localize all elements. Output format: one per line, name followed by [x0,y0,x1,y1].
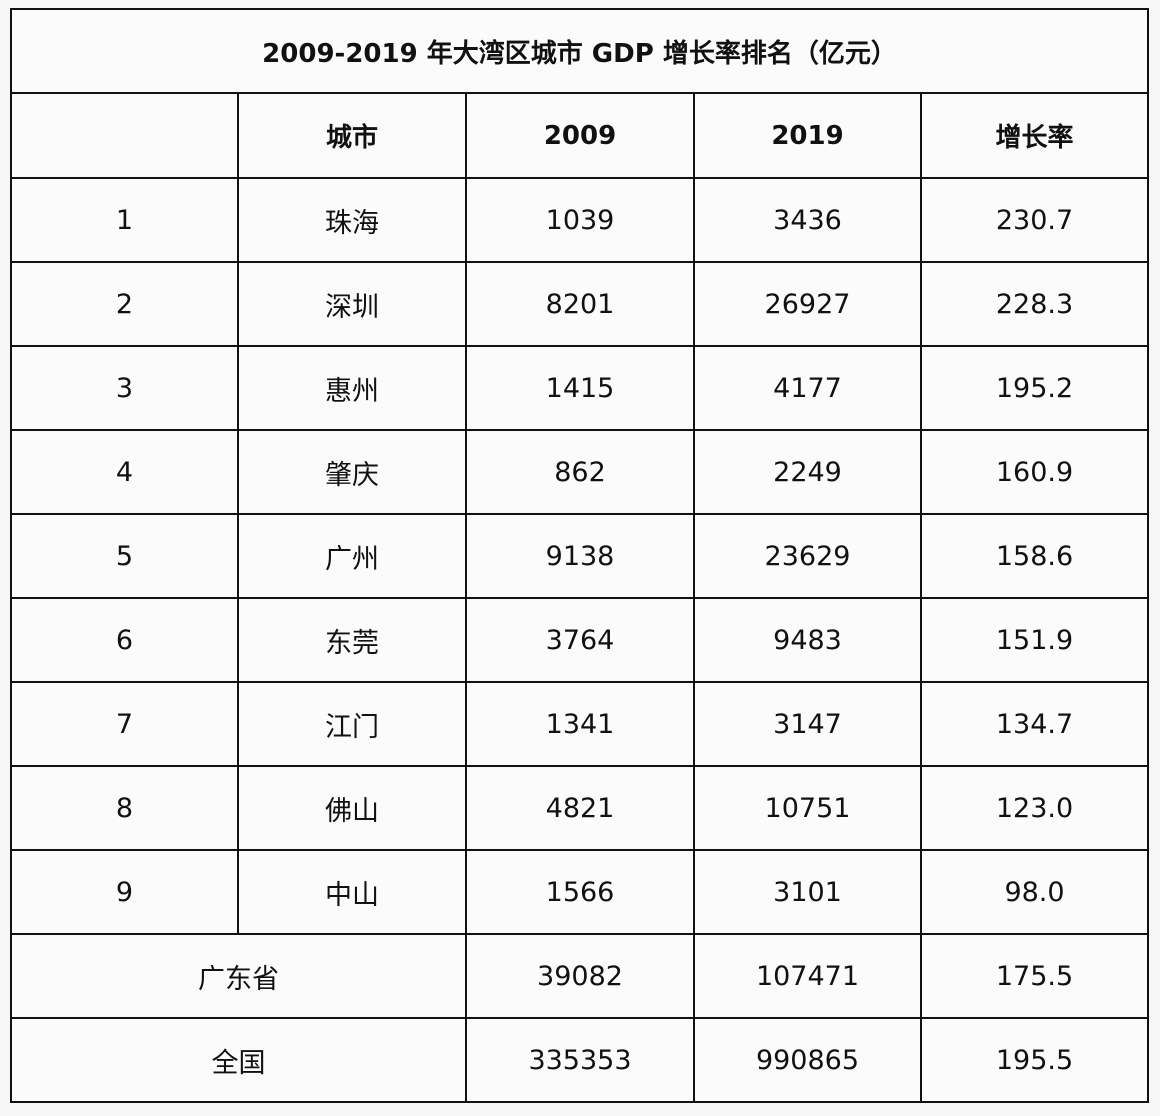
header-2009: 2009 [465,92,695,179]
gdp-2019-cell: 2249 [693,429,922,515]
gdp-2019-cell: 10751 [693,765,922,851]
city-cell: 肇庆 [237,429,467,515]
growth-cell: 98.0 [920,849,1149,935]
gdp-2019-cell: 3147 [693,681,922,767]
city-cell: 惠州 [237,345,467,431]
gdp-2019-cell: 26927 [693,261,922,347]
rank-cell: 4 [10,429,239,515]
gdp-2019-cell: 990865 [693,1017,922,1103]
summary-label: 全国 [10,1017,467,1103]
gdp-2009-cell: 8201 [465,261,695,347]
gdp-2009-cell: 4821 [465,765,695,851]
gdp-2009-cell: 3764 [465,597,695,683]
city-cell: 江门 [237,681,467,767]
summary-row-national: 全国 335353 990865 195.5 [10,1017,1149,1103]
growth-cell: 230.7 [920,177,1149,263]
growth-cell: 228.3 [920,261,1149,347]
rank-cell: 6 [10,597,239,683]
city-cell: 佛山 [237,765,467,851]
table-row: 1 珠海 1039 3436 230.7 [10,177,1149,263]
gdp-2009-cell: 862 [465,429,695,515]
table-row: 8 佛山 4821 10751 123.0 [10,765,1149,851]
city-cell: 东莞 [237,597,467,683]
header-growth-rate: 增长率 [920,92,1149,179]
rank-cell: 8 [10,765,239,851]
table-row: 2 深圳 8201 26927 228.3 [10,261,1149,347]
table-row: 3 惠州 1415 4177 195.2 [10,345,1149,431]
rank-cell: 9 [10,849,239,935]
growth-cell: 151.9 [920,597,1149,683]
growth-cell: 195.2 [920,345,1149,431]
rank-cell: 7 [10,681,239,767]
rank-cell: 1 [10,177,239,263]
gdp-2009-cell: 1039 [465,177,695,263]
city-cell: 深圳 [237,261,467,347]
table-row: 9 中山 1566 3101 98.0 [10,849,1149,935]
gdp-growth-table: 2009-2019 年大湾区城市 GDP 增长率排名（亿元） 城市 2009 2… [10,8,1149,1103]
summary-row-province: 广东省 39082 107471 175.5 [10,933,1149,1019]
city-cell: 珠海 [237,177,467,263]
gdp-2019-cell: 107471 [693,933,922,1019]
summary-label: 广东省 [10,933,467,1019]
gdp-2009-cell: 1415 [465,345,695,431]
gdp-2009-cell: 335353 [465,1017,695,1103]
city-cell: 广州 [237,513,467,599]
growth-cell: 123.0 [920,765,1149,851]
table-row: 4 肇庆 862 2249 160.9 [10,429,1149,515]
growth-cell: 134.7 [920,681,1149,767]
gdp-2009-cell: 1566 [465,849,695,935]
table-title: 2009-2019 年大湾区城市 GDP 增长率排名（亿元） [10,8,1149,94]
gdp-2009-cell: 9138 [465,513,695,599]
gdp-2019-cell: 23629 [693,513,922,599]
growth-cell: 175.5 [920,933,1149,1019]
header-row: 城市 2009 2019 增长率 [10,92,1149,179]
rank-cell: 2 [10,261,239,347]
growth-cell: 160.9 [920,429,1149,515]
gdp-2019-cell: 4177 [693,345,922,431]
growth-cell: 195.5 [920,1017,1149,1103]
table-row: 7 江门 1341 3147 134.7 [10,681,1149,767]
gdp-2019-cell: 3101 [693,849,922,935]
gdp-2009-cell: 1341 [465,681,695,767]
rank-cell: 5 [10,513,239,599]
growth-cell: 158.6 [920,513,1149,599]
gdp-2009-cell: 39082 [465,933,695,1019]
city-cell: 中山 [237,849,467,935]
header-2019: 2019 [693,92,922,179]
table-row: 6 东莞 3764 9483 151.9 [10,597,1149,683]
header-rank [10,92,239,179]
rank-cell: 3 [10,345,239,431]
table-row: 5 广州 9138 23629 158.6 [10,513,1149,599]
gdp-2019-cell: 9483 [693,597,922,683]
header-city: 城市 [237,92,467,179]
gdp-2019-cell: 3436 [693,177,922,263]
